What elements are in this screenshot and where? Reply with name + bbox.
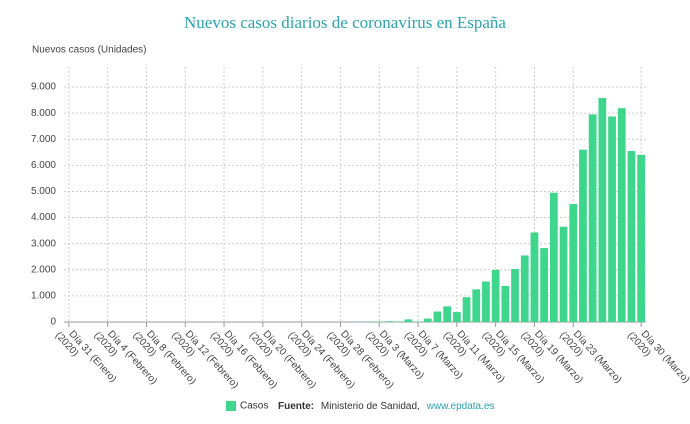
- bar: [579, 149, 587, 322]
- legend-swatch: [226, 401, 236, 411]
- bar: [433, 311, 442, 322]
- bar: [491, 269, 500, 322]
- y-tick-label: 2.000: [31, 264, 56, 275]
- bar: [385, 321, 393, 322]
- source-label: Fuente:: [278, 401, 314, 412]
- bar: [608, 116, 616, 322]
- bar: [569, 203, 578, 322]
- bar: [394, 321, 403, 322]
- x-tick-label: Día 30 (Marzo)(2020): [625, 322, 690, 392]
- bar: [549, 192, 558, 322]
- bar: [637, 154, 646, 322]
- bar: [540, 248, 549, 322]
- bar: [511, 268, 519, 322]
- y-tick-label: 1.000: [31, 291, 56, 302]
- y-tick-label: 0: [50, 317, 56, 328]
- bar: [598, 97, 607, 322]
- chart-title: Nuevos casos diarios de coronavirus en E…: [184, 13, 506, 32]
- legend-label: Casos: [240, 401, 268, 412]
- y-tick-label: 3.000: [31, 238, 56, 249]
- bar: [617, 108, 626, 323]
- bar: [414, 321, 422, 322]
- y-tick-label: 4.000: [31, 212, 56, 223]
- y-tick-label: 6.000: [31, 160, 56, 171]
- bar: [452, 312, 461, 322]
- source: Fuente: Ministerio de Sanidad, www.epdat…: [278, 401, 494, 412]
- bar: [443, 306, 452, 322]
- bar: [423, 318, 432, 322]
- y-tick-label: 5.000: [31, 186, 56, 197]
- bar: [404, 319, 413, 322]
- bar: [482, 281, 490, 322]
- x-tick-label: Día 7 (Marzo)(2020): [402, 322, 465, 388]
- source-text: Ministerio de Sanidad,: [321, 401, 420, 412]
- y-tick-label: 8.000: [31, 108, 56, 119]
- y-tick-label: 7.000: [31, 134, 56, 145]
- bar: [588, 114, 597, 323]
- bar: [520, 255, 529, 322]
- y-axis-label: Nuevos casos (Unidades): [32, 45, 147, 56]
- bar: [559, 226, 568, 322]
- bar: [472, 289, 481, 322]
- bar: [530, 232, 539, 322]
- bar: [627, 150, 636, 322]
- bar: [501, 285, 510, 322]
- y-tick-label: 9.000: [31, 82, 56, 93]
- x-tick-label: Día 3 (Marzo)(2020): [364, 322, 427, 388]
- source-link[interactable]: www.epdata.es: [426, 401, 495, 412]
- bar: [462, 297, 471, 322]
